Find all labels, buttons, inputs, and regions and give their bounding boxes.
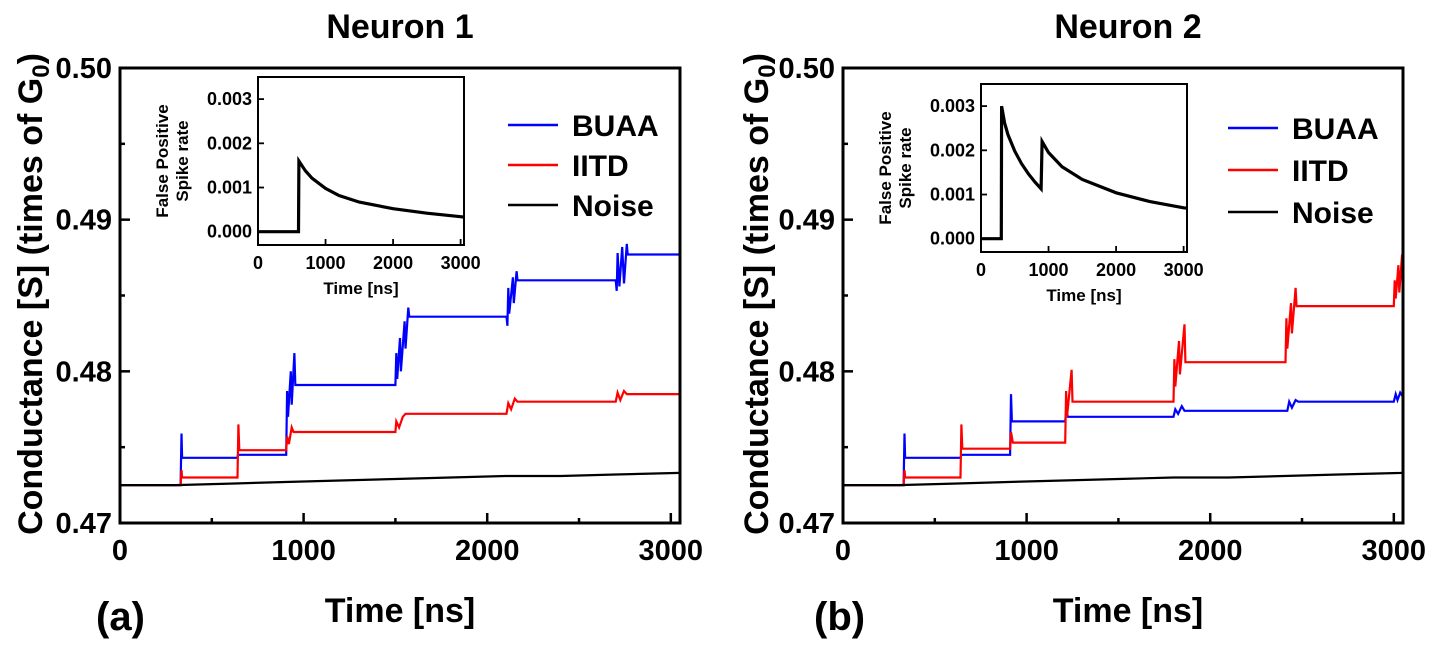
series-line-iitd [120, 388, 680, 487]
inset-y-tick-label: 0.001 [207, 178, 252, 198]
y-axis-label-subscript: 0 [28, 64, 55, 77]
y-tick-label: 0.49 [779, 205, 835, 237]
y-axis-label: Conductance [S] (times of G0) [12, 53, 55, 535]
inset-y-tick-label: 0.002 [207, 133, 252, 153]
series-line-noise [843, 471, 1404, 487]
inset-x-tick-label: 3000 [441, 253, 481, 273]
inset-y-axis-label-line2: Spike rate [896, 127, 915, 208]
x-tick-label: 3000 [1362, 535, 1427, 567]
series-line-buaa [120, 243, 680, 487]
inset-y-tick-label: 0.000 [930, 229, 975, 249]
series-line-noise [120, 471, 681, 487]
inset-x-axis-label: Time [ns] [1046, 286, 1121, 305]
legend-label: Noise [572, 190, 654, 223]
panel-letter: (b) [814, 595, 865, 639]
x-tick-label: 0 [835, 535, 851, 567]
legend: BUAA IITD Noise [508, 110, 659, 223]
y-axis-label-subscript: 0 [754, 64, 781, 77]
y-tick-label: 0.49 [56, 205, 112, 237]
inset-frame [257, 76, 465, 246]
x-tick-label: 2000 [455, 535, 520, 567]
inset-y-tick-label: 0.001 [930, 185, 975, 205]
inset-x-tick-label: 1000 [306, 253, 346, 273]
y-axis-label-end: ) [738, 53, 776, 64]
panel-letter: (a) [96, 595, 145, 639]
x-axis-label: Time [ns] [1053, 592, 1204, 630]
inset-x-tick-label: 2000 [373, 253, 413, 273]
legend-label: BUAA [1292, 113, 1379, 146]
inset-x-tick-label: 0 [976, 260, 986, 280]
x-tick-label: 1000 [271, 535, 336, 567]
y-tick-label: 0.48 [779, 356, 835, 388]
y-tick-label: 0.47 [779, 508, 835, 540]
series-line-iitd [843, 254, 1405, 487]
inset-y-tick-label: 0.000 [207, 222, 252, 242]
inset-x-tick-label: 3000 [1164, 260, 1204, 280]
inset-series-line [258, 155, 465, 234]
inset-chart: 0 1000 2000 3000 0.000 0.001 0.002 0.003 Time [n… [876, 83, 1204, 305]
y-axis-label-main: Conductance [S] (times of G [738, 78, 776, 535]
inset-chart: 0 1000 2000 3000 0.000 0.001 0.002 0.003 Time [n… [153, 76, 481, 298]
panel-title: Neuron 2 [1054, 8, 1201, 46]
y-axis-label-main: Conductance [S] (times of G [12, 78, 50, 535]
inset-x-axis-label: Time [ns] [323, 279, 398, 298]
legend: BUAA IITD Noise [1228, 113, 1379, 230]
inset-y-axis-label-line1: False Positive [876, 111, 895, 224]
inset-x-tick-label: 0 [253, 253, 263, 273]
legend-label: BUAA [572, 110, 659, 143]
y-tick-label: 0.47 [56, 508, 112, 540]
inset-y-axis-label-line1: False Positive [153, 104, 172, 217]
x-tick-label: 1000 [994, 535, 1059, 567]
x-tick-label: 0 [112, 535, 128, 567]
panel-neuron-1: Neuron 1 Time [ns] Conductance [S] (time… [12, 8, 703, 639]
inset-x-tick-label: 1000 [1029, 260, 1069, 280]
y-tick-label: 0.50 [779, 53, 835, 85]
x-axis-label: Time [ns] [325, 592, 476, 630]
inset-y-tick-label: 0.003 [930, 96, 975, 116]
legend-label: IITD [1292, 155, 1349, 188]
inset-border [257, 76, 465, 246]
y-tick-label: 0.50 [56, 53, 112, 85]
panel-title: Neuron 1 [326, 8, 473, 46]
inset-border [980, 83, 1188, 253]
inset-y-tick-label: 0.003 [207, 89, 252, 109]
inset-y-tick-label: 0.002 [930, 140, 975, 160]
y-tick-label: 0.48 [56, 356, 112, 388]
y-axis-label: Conductance [S] (times of G0) [738, 53, 781, 535]
inset-series-line [981, 105, 1188, 241]
legend-label: Noise [1292, 197, 1374, 230]
y-axis-label-end: ) [12, 53, 50, 64]
panel-neuron-2: Neuron 2 Time [ns] Conductance [S] (time… [738, 8, 1426, 639]
x-tick-label: 2000 [1178, 535, 1243, 567]
inset-x-tick-label: 2000 [1096, 260, 1136, 280]
x-tick-label: 3000 [639, 535, 704, 567]
inset-y-axis-label-line2: Spike rate [173, 120, 192, 201]
legend-label: IITD [572, 150, 629, 183]
inset-frame [980, 83, 1188, 253]
